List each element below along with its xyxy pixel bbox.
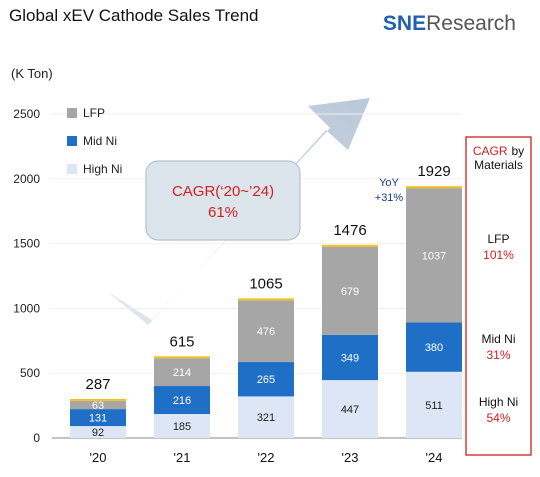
yoy-value: +31% (375, 192, 404, 204)
y-tick-label: 1000 (13, 301, 40, 315)
bar-segment-lfp (406, 188, 462, 323)
bar-segment-high-ni (70, 426, 126, 438)
y-axis-ticks: 0 500 1000 1500 2000 2500 (13, 107, 40, 445)
cagr-item-name: High Ni (479, 395, 518, 409)
y-tick-label: 500 (20, 366, 40, 380)
bar-value-label: 349 (341, 352, 359, 364)
x-category-label: '20 (90, 450, 107, 465)
legend-label: Mid Ni (83, 134, 117, 148)
bar-segment-other (154, 356, 210, 359)
y-axis-unit-label: (K Ton) (11, 66, 53, 81)
cagr-callout-box (145, 160, 301, 241)
cagr-callout-title: CAGR(‘20~’24) (172, 183, 274, 200)
legend-swatch-lfp (67, 108, 77, 118)
sne-research-logo: SNEResearch (383, 12, 516, 36)
cagr-item-value: 101% (483, 248, 514, 262)
cagr-panel-title-red: CAGR (473, 144, 508, 158)
bar-segment-other (406, 186, 462, 189)
cagr-panel-subtitle: Materials (474, 158, 523, 172)
bar-value-label: 447 (341, 404, 359, 416)
cagr-panel-title-rest: by (511, 144, 524, 158)
y-tick-label: 2000 (13, 172, 40, 186)
bar-segment-mid-ni (406, 322, 462, 372)
legend-label: High Ni (83, 162, 122, 176)
cagr-panel-title: CAGR by (473, 144, 524, 158)
x-category-label: '24 (426, 450, 443, 465)
bar-segment-lfp (154, 358, 210, 387)
cagr-item-value: 54% (486, 411, 510, 425)
trend-arrow-icon (108, 98, 370, 325)
bar-segment-high-ni (238, 396, 294, 438)
logo-sne-text: SNE (382, 12, 427, 35)
x-category-label: '21 (174, 450, 191, 465)
y-tick-label: 2500 (13, 107, 40, 121)
bar-segment-mid-ni (238, 362, 294, 397)
cagr-materials-panel (465, 136, 532, 456)
bar-segment-other (238, 298, 294, 301)
bar-value-label: 265 (257, 374, 275, 386)
bar-segment-lfp (322, 246, 378, 335)
bar-total-label: 1065 (249, 275, 282, 292)
bar-value-label: 92 (92, 427, 104, 439)
bar-segment-other (322, 244, 378, 247)
yoy-label: YoY (379, 177, 399, 189)
bar-segment-high-ni (154, 414, 210, 438)
cagr-item-name: LFP (487, 232, 509, 246)
bar-segment-high-ni (406, 371, 462, 438)
bar-value-label: 321 (257, 412, 275, 424)
bar-total-label: 615 (169, 333, 194, 350)
bar-value-label: 1037 (422, 250, 446, 262)
bar-total-label: 287 (85, 376, 110, 393)
bar-value-label: 476 (257, 326, 275, 338)
bar-value-label: 380 (425, 342, 443, 354)
legend-label: LFP (83, 106, 105, 120)
legend: LFP Mid Ni High Ni (67, 106, 122, 176)
bar-segment-mid-ni (322, 334, 378, 381)
bar-segment-other (70, 398, 126, 401)
cagr-panel-items: LFP 101% Mid Ni 31% High Ni 54% (479, 232, 518, 425)
cagr-callout-value: 61% (208, 204, 238, 221)
bar-value-label: 679 (341, 286, 359, 298)
bar-value-label: 63 (92, 400, 104, 412)
bar-value-label: 214 (173, 367, 191, 379)
cagr-item-name: Mid Ni (481, 332, 515, 346)
y-tick-label: 1500 (13, 237, 40, 251)
legend-swatch-high-ni (67, 164, 77, 174)
bar-value-label: 131 (89, 413, 107, 425)
y-tick-label: 0 (33, 431, 40, 445)
x-category-label: '23 (342, 450, 359, 465)
bar-value-label: 511 (425, 400, 443, 412)
bar-total-label: 1929 (417, 163, 450, 180)
bar-segment-lfp (70, 400, 126, 410)
bar-segment-mid-ni (70, 409, 126, 427)
bar-total-label: 1476 (333, 222, 366, 239)
cagr-item-value: 31% (486, 348, 510, 362)
x-category-label: '22 (258, 450, 275, 465)
chart-title: Global xEV Cathode Sales Trend (9, 6, 259, 25)
bar-value-label: 216 (173, 395, 191, 407)
legend-swatch-mid-ni (67, 136, 77, 146)
bar-value-label: 185 (173, 421, 191, 433)
bar-segment-mid-ni (154, 386, 210, 415)
logo-research-text: Research (426, 12, 516, 35)
bar-segment-lfp (238, 300, 294, 363)
bar-segment-high-ni (322, 380, 378, 438)
